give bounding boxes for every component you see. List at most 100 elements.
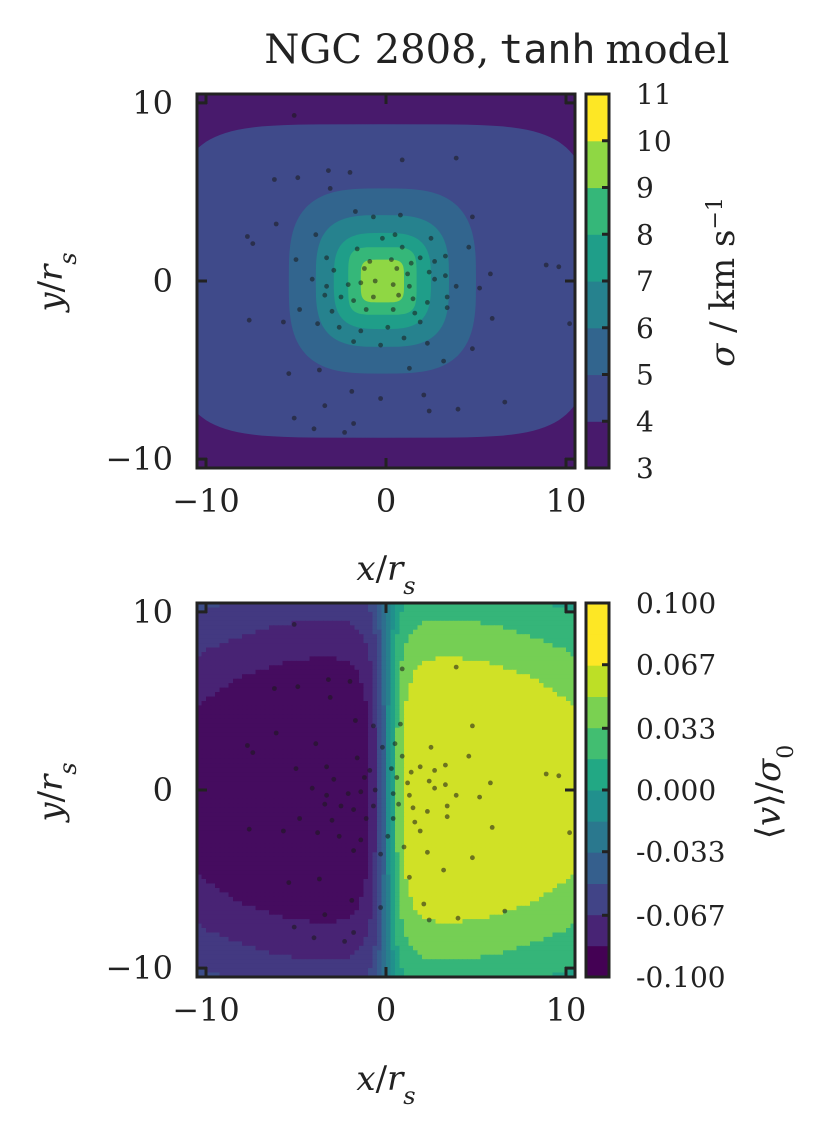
contour-cell (494, 683, 500, 689)
contour-cell (237, 607, 243, 613)
contour-cell (462, 687, 468, 693)
contour-cell (503, 776, 509, 782)
contour-cell (386, 803, 392, 809)
contour-cell (561, 812, 567, 818)
contour-cell (507, 776, 513, 782)
contour-cell (395, 825, 401, 831)
contour-cell (543, 611, 549, 617)
contour-cell (467, 611, 473, 617)
contour-cell (408, 772, 414, 778)
contour-cell (197, 723, 203, 729)
contour-cell (260, 812, 266, 818)
contour-cell (201, 629, 207, 635)
contour-cell (390, 678, 396, 684)
contour-cell (503, 772, 509, 778)
contour-cell (314, 825, 320, 831)
contour-cell (408, 758, 414, 764)
contour-cell (233, 825, 239, 831)
contour-cell (444, 758, 450, 764)
contour-cell (390, 776, 396, 782)
contour-cell (323, 790, 329, 796)
contour-cell (453, 812, 459, 818)
contour-cell (233, 709, 239, 715)
contour-cell (359, 767, 365, 773)
contour-cell (422, 616, 428, 622)
contour-cell (566, 816, 572, 822)
contour-cell (408, 603, 414, 609)
contour-cell (228, 652, 234, 658)
contour-cell (480, 821, 486, 827)
contour-cell (399, 749, 405, 755)
contour-cell (287, 776, 293, 782)
contour-cell (534, 736, 540, 742)
contour-cell (548, 763, 554, 769)
contour-cell (413, 611, 419, 617)
contour-cell (395, 741, 401, 747)
contour-cell (530, 638, 536, 644)
contour-cell (426, 660, 432, 666)
contour-cell (417, 647, 423, 653)
contour-cell (372, 674, 378, 680)
contour-cell (210, 634, 216, 640)
contour-cell (278, 736, 284, 742)
star-point (371, 294, 376, 300)
contour-cell (395, 781, 401, 787)
contour-cell (332, 620, 338, 626)
contour-cell (206, 692, 212, 698)
contour-cell (395, 638, 401, 644)
contour-cell (489, 625, 495, 631)
contour-cell (426, 816, 432, 822)
contour-cell (309, 749, 315, 755)
contour-cell (197, 790, 203, 796)
contour-cell (255, 772, 261, 778)
contour-cell (381, 714, 387, 720)
contour-cell (359, 749, 365, 755)
contour-cell (372, 812, 378, 818)
contour-cell (521, 776, 527, 782)
contour-cell (435, 718, 441, 724)
contour-cell (498, 749, 504, 755)
contour-cell (489, 763, 495, 769)
contour-cell (399, 825, 405, 831)
contour-cell (210, 643, 216, 649)
contour-cell (332, 696, 338, 702)
star-point (417, 255, 423, 261)
contour-cell (539, 816, 545, 822)
contour-cell (224, 749, 230, 755)
contour-cell (503, 652, 509, 658)
contour-cell (557, 830, 563, 836)
contour-cell (480, 758, 486, 764)
contour-cell (440, 798, 446, 804)
contour-cell (309, 798, 315, 804)
contour-cell (309, 794, 315, 800)
contour-cell (543, 749, 549, 755)
contour-cell (237, 839, 243, 845)
contour-cell (431, 723, 437, 729)
contour-cell (327, 665, 333, 671)
contour-cell (417, 825, 423, 831)
contour-cell (296, 772, 302, 778)
contour-cell (525, 839, 531, 845)
contour-cell (444, 843, 450, 849)
star-point (396, 292, 401, 298)
contour-cell (296, 754, 302, 760)
contour-cell (368, 727, 374, 733)
contour-cell (341, 643, 347, 649)
contour-cell (215, 701, 221, 707)
contour-cell (440, 781, 446, 787)
contour-cell (449, 669, 455, 675)
contour-cell (201, 830, 207, 836)
contour-cell (458, 607, 464, 613)
contour-cell (296, 763, 302, 769)
contour-cell (264, 611, 270, 617)
contour-cell (395, 603, 401, 609)
contour-cell (219, 634, 225, 640)
contour-cell (449, 638, 455, 644)
contour-cell (287, 772, 293, 778)
contour-cell (359, 834, 365, 840)
contour-cell (561, 758, 567, 764)
contour-cell (224, 745, 230, 751)
contour-cell (552, 807, 558, 813)
contour-cell (233, 776, 239, 782)
contour-cell (368, 714, 374, 720)
